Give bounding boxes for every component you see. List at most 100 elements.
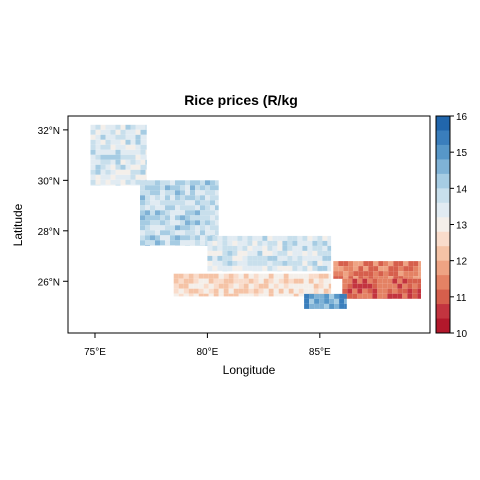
map-cell <box>282 240 288 246</box>
map-cell <box>145 210 150 216</box>
map-cell <box>222 245 228 251</box>
map-cell <box>333 261 339 267</box>
map-cell <box>155 180 160 186</box>
map-cell <box>313 278 319 284</box>
map-cell <box>165 245 170 246</box>
map-cell <box>125 124 131 130</box>
map-cell <box>130 124 136 130</box>
map-cell <box>140 159 146 165</box>
map-cell <box>412 293 418 299</box>
region-eastern-gangetic-south <box>342 278 421 299</box>
map-cell <box>200 220 205 226</box>
map-cell <box>190 225 195 231</box>
map-cell <box>212 260 218 266</box>
map-cell <box>309 298 315 304</box>
map-cell <box>293 283 299 289</box>
map-cell <box>175 245 180 246</box>
map-cell <box>170 180 175 186</box>
map-cell <box>402 288 408 294</box>
map-cell <box>252 235 258 241</box>
map-cell <box>218 273 224 279</box>
map-cell <box>95 134 101 140</box>
map-cell <box>233 278 239 284</box>
map-cell <box>95 124 101 130</box>
map-cell <box>352 293 358 299</box>
map-cell <box>247 250 253 256</box>
map-cell <box>278 293 284 297</box>
map-cell <box>140 205 145 211</box>
map-cell <box>367 278 373 284</box>
map-cell <box>297 245 303 251</box>
map-cell <box>417 293 421 299</box>
map-cell <box>377 288 383 294</box>
map-cell <box>105 184 111 186</box>
map-cell <box>363 266 369 272</box>
map-cell <box>90 164 96 170</box>
map-cell <box>258 283 264 289</box>
map-cell <box>298 293 304 297</box>
colorbar-swatch <box>436 144 450 160</box>
map-cell <box>387 278 393 284</box>
map-cell <box>293 278 299 284</box>
map-cell <box>227 265 233 271</box>
map-cell <box>322 245 328 251</box>
map-cell <box>155 230 160 236</box>
map-cell <box>283 288 289 294</box>
map-cell <box>393 261 399 267</box>
map-cell <box>120 139 126 145</box>
map-cell <box>262 265 268 271</box>
map-cell <box>308 278 314 284</box>
map-cell <box>273 278 279 284</box>
map-cell <box>155 185 160 191</box>
map-cell <box>252 260 258 266</box>
map-cell <box>210 225 215 231</box>
map-cell <box>140 154 146 160</box>
map-cell <box>207 265 213 271</box>
colorbar-tick-label: 14 <box>456 184 468 195</box>
map-cell <box>258 293 264 297</box>
map-cell <box>338 271 344 277</box>
map-cell <box>188 293 194 297</box>
map-cell <box>150 245 155 246</box>
map-cell <box>297 250 303 256</box>
map-cell <box>328 283 332 289</box>
map-cell <box>175 225 180 231</box>
map-cell <box>200 235 205 241</box>
map-cell <box>155 200 160 206</box>
map-cell <box>200 195 205 201</box>
map-cell <box>190 245 195 246</box>
map-cell <box>215 180 219 186</box>
map-cell <box>195 235 200 241</box>
map-cell <box>95 144 101 150</box>
map-cell <box>210 180 215 186</box>
map-cell <box>183 293 189 297</box>
map-cell <box>175 200 180 206</box>
map-cell <box>308 288 314 294</box>
map-cell <box>242 240 248 246</box>
map-cell <box>417 278 421 284</box>
map-cell <box>173 273 179 279</box>
map-cell <box>205 230 210 236</box>
map-cell <box>155 215 160 221</box>
map-cell <box>373 276 379 279</box>
map-cell <box>130 144 136 150</box>
y-tick-label: 32°N <box>38 126 60 137</box>
map-cell <box>175 190 180 196</box>
map-cell <box>283 293 289 297</box>
map-cell <box>160 195 165 201</box>
map-cell <box>243 293 249 297</box>
map-cell <box>267 240 273 246</box>
map-cell <box>227 240 233 246</box>
map-cell <box>418 271 421 277</box>
map-cell <box>408 266 414 272</box>
map-cell <box>200 185 205 191</box>
map-cell <box>312 240 318 246</box>
map-cell <box>215 190 219 196</box>
colorbar-tick-label: 13 <box>456 221 468 232</box>
map-cell <box>303 273 309 279</box>
map-cell <box>309 303 315 309</box>
map-cell <box>327 260 332 266</box>
map-cell <box>120 144 126 150</box>
map-cell <box>180 240 185 246</box>
map-cell <box>175 210 180 216</box>
